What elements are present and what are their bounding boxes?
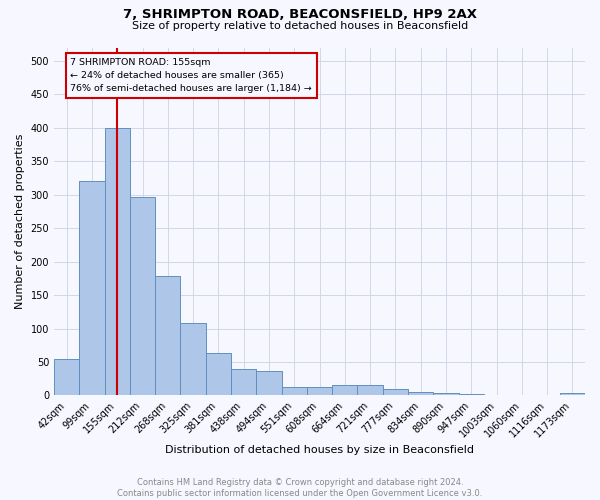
Bar (535, 395, 560, 396)
Bar (332, 386, 358, 396)
Bar (130, 196, 155, 396)
Bar (307, 388, 332, 396)
Bar (509, 395, 535, 396)
Bar (281, 388, 307, 396)
Bar (484, 395, 509, 396)
Bar (181, 323, 206, 396)
Bar (358, 386, 383, 396)
Bar (408, 392, 433, 396)
Y-axis label: Number of detached properties: Number of detached properties (15, 134, 25, 309)
Text: Contains HM Land Registry data © Crown copyright and database right 2024.
Contai: Contains HM Land Registry data © Crown c… (118, 478, 482, 498)
Bar (104, 128, 130, 396)
Bar (560, 393, 585, 396)
Bar (383, 390, 408, 396)
Bar (155, 276, 181, 396)
Text: 7, SHRIMPTON ROAD, BEACONSFIELD, HP9 2AX: 7, SHRIMPTON ROAD, BEACONSFIELD, HP9 2AX (123, 8, 477, 20)
Bar (206, 354, 231, 396)
Text: Size of property relative to detached houses in Beaconsfield: Size of property relative to detached ho… (132, 21, 468, 31)
X-axis label: Distribution of detached houses by size in Beaconsfield: Distribution of detached houses by size … (165, 445, 474, 455)
Bar (256, 372, 281, 396)
Bar (54, 358, 79, 396)
Bar (433, 393, 458, 396)
Bar (79, 182, 104, 396)
Bar (231, 368, 256, 396)
Bar (458, 394, 484, 396)
Text: 7 SHRIMPTON ROAD: 155sqm
← 24% of detached houses are smaller (365)
76% of semi-: 7 SHRIMPTON ROAD: 155sqm ← 24% of detach… (70, 58, 312, 93)
